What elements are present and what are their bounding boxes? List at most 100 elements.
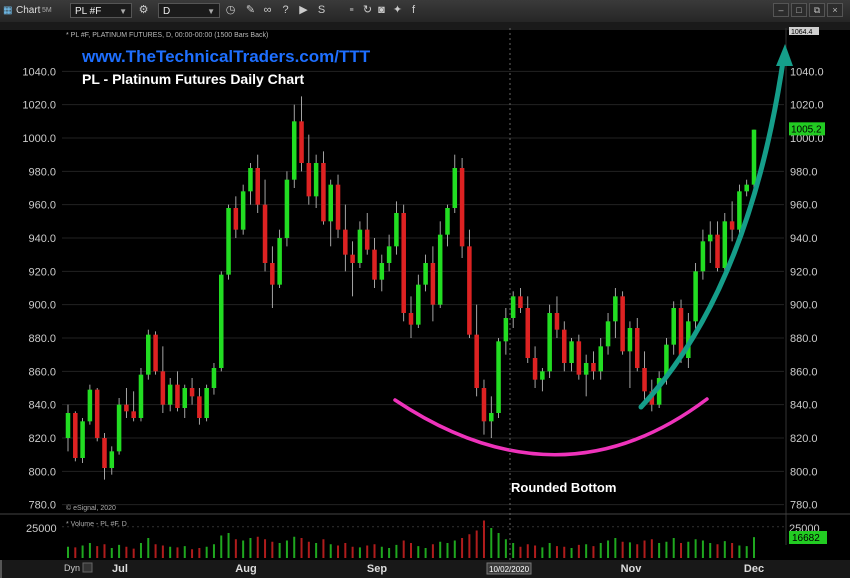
volume-bar [738,545,741,558]
candle-body [240,191,246,230]
y-tick-label-left: 880.0 [28,333,56,345]
y-tick-label-left: 940.0 [28,233,56,245]
candle-body [211,368,217,388]
play-icon[interactable]: ▶ [299,4,308,16]
candle-body [386,246,392,263]
minimize-icon[interactable]: – [773,3,789,17]
candle-body [372,249,377,280]
volume-title: * Volume - PL #F, D [66,521,127,528]
volume-bar [555,546,558,558]
candle-body [554,313,560,330]
candle-body [299,121,304,163]
volume-bar [431,544,434,558]
volume-bar [753,537,755,558]
help-icon[interactable]: ? [282,4,289,16]
volume-bar [592,546,595,558]
y-tick-label-right: 900.0 [790,300,818,312]
twitter-icon[interactable]: ✦ [392,4,403,16]
last-price-label: 1005.2 [791,124,822,135]
top-price-label: 1064.4 [791,29,813,36]
candle-body [627,328,633,352]
clock-icon[interactable]: ◷ [225,4,236,16]
draw-pen-icon[interactable]: ✎ [245,4,256,16]
symbol-field[interactable]: PL #F ▼ [70,3,132,18]
interval-field[interactable]: D ▼ [158,3,220,18]
candle-body [583,363,589,375]
rounded-bottom-label: Rounded Bottom [511,480,616,495]
chevron-down-icon[interactable]: ▼ [119,7,127,16]
maximize-icon[interactable]: □ [791,3,807,17]
volume-bar [81,545,84,558]
volume-bar [672,538,675,558]
volume-bar [242,540,245,558]
candle-body [467,246,472,335]
candle-body [613,296,618,322]
y-tick-label-right: 880.0 [790,333,818,345]
grid [62,70,784,506]
volume-bar [285,540,288,558]
candle-body [518,296,523,308]
volume-bar [614,538,617,558]
volume-bar [577,544,580,558]
candle-body [423,263,428,285]
dyn-toggle-icon[interactable] [82,562,93,573]
y-tick-label-right: 1000.0 [790,133,824,145]
volume-current-box [789,531,827,544]
restore-icon[interactable]: ⧉ [809,3,825,17]
volume-bar [183,546,186,558]
volume-bar [176,547,179,558]
link-icon[interactable]: ∞ [263,4,272,16]
candle-body [693,271,698,322]
volume-bar [424,548,427,558]
candle-body [634,328,640,368]
facebook-icon[interactable]: f [411,4,416,16]
uptrend-arrowhead [776,44,793,66]
candle-body [715,234,720,268]
camera-icon[interactable]: ◙ [378,4,385,16]
candle-body [569,341,574,363]
volume-bar [234,539,237,558]
volume-bar [256,536,259,558]
candle-body [182,388,188,408]
chart-app-icon: ▦ [3,5,13,16]
study-icon[interactable]: S [317,4,326,16]
candle-body [547,313,552,372]
y-tick-label-right: 780.0 [790,500,818,512]
volume-bar [388,548,391,558]
app-badge: 5M [42,7,52,14]
volume-bar [227,533,230,558]
candle-body [642,368,647,392]
candle-body [729,221,735,230]
y-tick-label-left: 860.0 [28,366,56,378]
candle-body [459,168,465,247]
volume-bar [731,543,734,558]
candle-body [189,388,195,397]
y-tick-label-left: 780.0 [28,500,56,512]
candle-body [218,274,224,368]
cursor-date-box [486,562,532,575]
candle-body [204,388,209,418]
candle-body [306,163,312,197]
settings-gear-icon[interactable]: ⚙ [138,4,149,16]
y-tick-label-right: 980.0 [790,166,818,178]
candle-body [394,213,399,247]
dyn-label[interactable]: Dyn [64,563,80,573]
candle-body [270,263,275,285]
chevron-down-icon[interactable]: ▼ [207,7,215,16]
volume-bar [264,539,267,558]
y-tick-label-right: 800.0 [790,466,818,478]
properties-icon[interactable]: ≡ [349,7,354,14]
volume-bar [191,549,194,558]
candle-body [481,388,487,422]
candle-body [277,238,282,285]
volume-bar [380,546,383,558]
volume-bar [745,546,748,558]
close-icon[interactable]: × [827,3,843,17]
candle-body [80,421,85,458]
candle-body [744,184,749,192]
reload-icon[interactable]: ↻ [362,4,373,16]
volume-bar [636,544,639,558]
candle-body [124,404,129,412]
volume-bar [373,544,376,558]
